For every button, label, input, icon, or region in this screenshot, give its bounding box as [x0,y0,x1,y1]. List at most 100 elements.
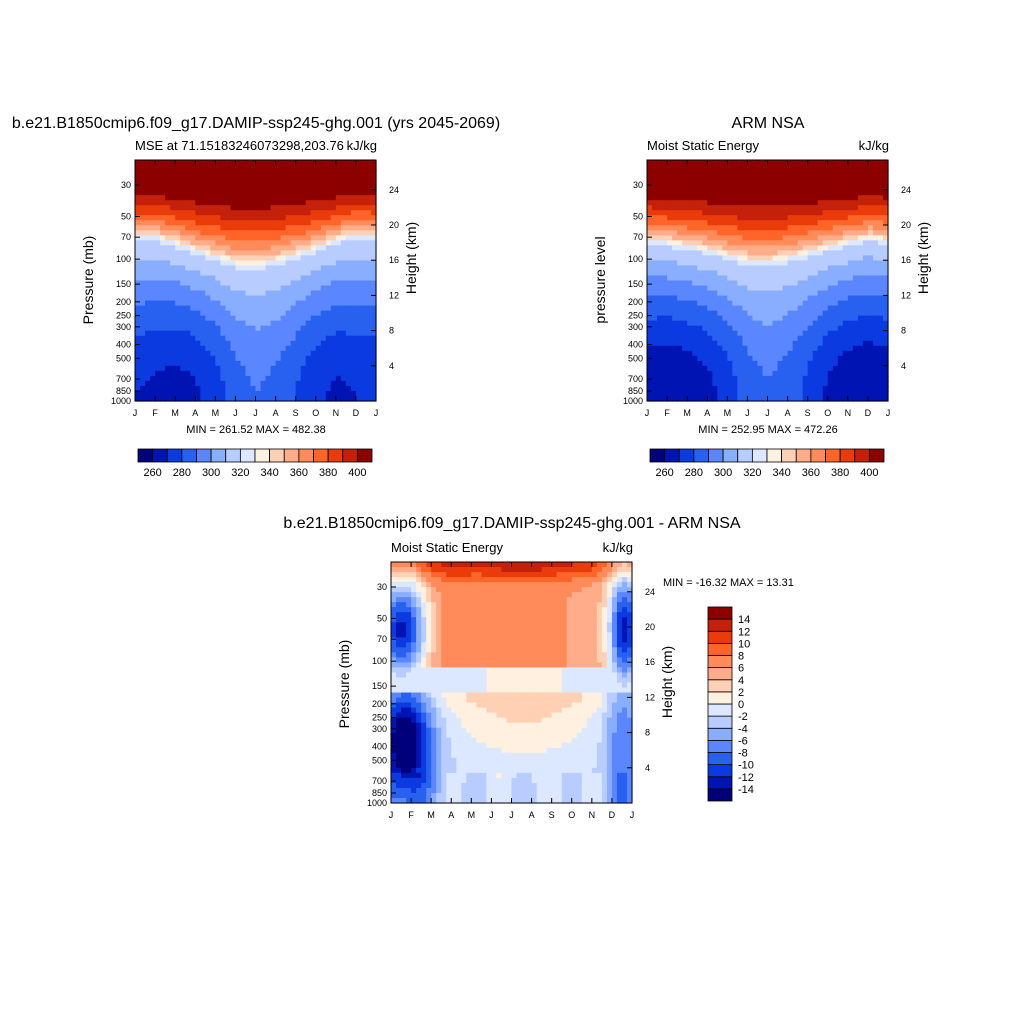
obs-field-cell [707,315,713,322]
obs-field-cell [817,310,824,317]
obs-field-cell [817,220,824,226]
diff-field-cell [596,567,603,573]
diff-field-cell [446,572,452,578]
obs-field-cell [732,180,738,186]
model-field-cell [345,360,352,367]
obs-field-cell [687,215,693,221]
model-field-cell [210,175,216,181]
obs-field-cell [787,350,794,357]
model-field-cell [150,320,156,327]
obs-field-cell [837,365,844,372]
obs-field-cell [782,270,789,277]
obs-field-cell [802,320,809,327]
obs-field-cell [742,370,749,377]
obs-field-cell [647,270,653,277]
model-field-cell [190,180,196,186]
obs-field-cell [832,225,839,231]
model-field-cell [210,185,216,191]
obs-field-cell [772,310,779,317]
model-field-cell [320,240,327,246]
model-field-cell [185,225,191,231]
obs-field-cell [827,195,834,201]
obs-field-cell [807,310,814,317]
model-field-cell [160,255,166,262]
model-field-cell [310,325,317,332]
obs-field-cell [652,395,658,402]
diff-field-cell [551,572,558,578]
model-field-cell [330,190,337,196]
obs-field-cell [697,360,703,367]
obs-field-cell [762,300,769,307]
obs-field-cell [727,215,733,221]
obs-field-cell [727,295,733,302]
obs-field-cell [837,245,844,251]
obs-field-cell [767,385,774,392]
obs-field-cell [872,180,879,186]
obs-field-cell [727,160,733,166]
model-field-cell [205,265,211,272]
model-field-cell [240,330,247,337]
model-field-cell [220,200,226,206]
obs-field-cell [672,160,678,166]
obs-field-cell [712,370,718,377]
model-field-cell [360,200,367,206]
obs-field-cell [647,350,653,357]
obs-field-cell [722,265,728,272]
obs-field-cell [657,160,663,166]
obs-field-cell [822,320,829,327]
diff-field-cell [466,577,472,583]
model-field-cell [360,255,367,262]
model-field-cell [295,185,302,191]
model-field-cell [245,345,252,352]
obs-field-cell [667,185,673,191]
obs-field-cell [742,280,749,287]
model-field-cell [275,395,282,402]
diff-field-cell [461,577,467,583]
model-field-cell [225,315,231,322]
obs-field-cell [682,205,688,211]
model-field-cell [200,325,206,332]
obs-field-cell [877,365,884,372]
model-field-cell [275,275,282,282]
obs-field-cell [712,375,718,382]
obs-field-cell [682,395,688,402]
model-field-cell [145,320,151,327]
model-field-cell [290,195,297,201]
model-field-cell [310,190,317,196]
model-field-cell [265,220,272,226]
obs-field-cell [832,200,839,206]
obs-field-cell [737,285,743,292]
obs-field-cell [857,335,864,342]
model-field-cell [270,345,277,352]
model-field-cell [300,345,307,352]
model-field-cell [240,345,247,352]
model-field-cell [220,345,226,352]
model-field-cell [150,220,156,226]
obs-field-cell [762,350,769,357]
model-field-cell [250,250,257,256]
obs-field-cell [787,365,794,372]
obs-field-cell [672,315,678,322]
obs-field-cell [867,370,874,377]
obs-field-cell [872,210,879,216]
obs-field-cell [702,175,708,181]
model-field-cell [165,195,171,201]
model-field-cell [215,395,221,402]
model-field-cell [315,235,322,241]
obs-field-cell [792,175,799,181]
obs-field-cell [677,160,683,166]
model-field-cell [205,380,211,387]
model-field-cell [350,230,357,236]
obs-field-cell [732,230,738,236]
model-field-cell [330,340,337,347]
model-field-cell [355,180,362,186]
obs-field-cell [882,230,889,236]
obs-field-cell [807,355,814,362]
obs-field-cell [857,360,864,367]
obs-field-cell [817,330,824,337]
obs-field-cell [707,165,713,171]
model-field-cell [195,390,201,397]
model-field-cell [265,375,272,382]
diff-field-cell [446,567,452,573]
model-field-cell [170,290,176,297]
